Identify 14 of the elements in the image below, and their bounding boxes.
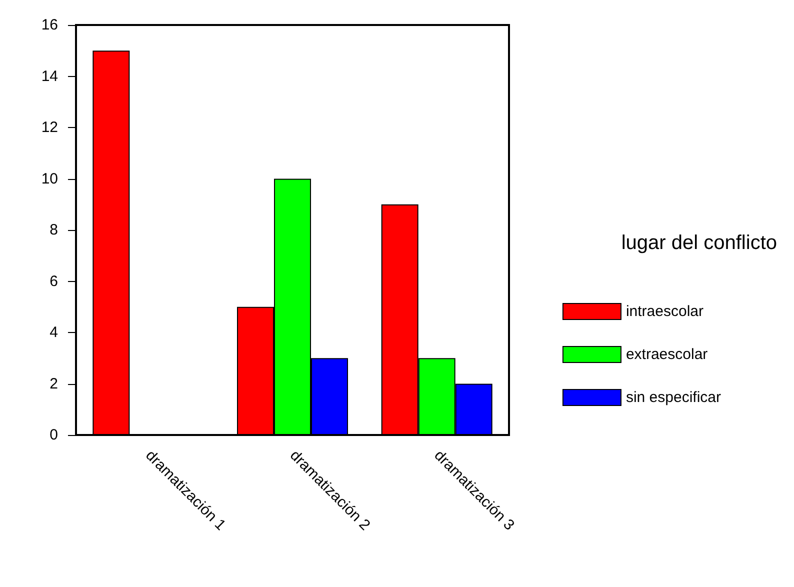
y-tick-label: 14	[41, 68, 58, 85]
y-tick-label: 0	[50, 426, 58, 444]
y-tick-label: 16	[41, 16, 58, 34]
legend-label: sin especificar	[626, 389, 722, 406]
y-tick-label: 6	[50, 272, 58, 290]
y-tick-label: 8	[50, 222, 58, 238]
legend-label: extraescolar	[626, 346, 708, 363]
y-tick-label: 10	[41, 170, 58, 188]
y-tick-label: 4	[50, 324, 58, 341]
y-tick-label: 2	[50, 375, 58, 392]
legend-label: intraescolar	[626, 303, 704, 320]
y-tick-label: 12	[41, 119, 58, 136]
bar	[92, 50, 130, 435]
legend-title: lugar del conflicto	[621, 232, 778, 254]
